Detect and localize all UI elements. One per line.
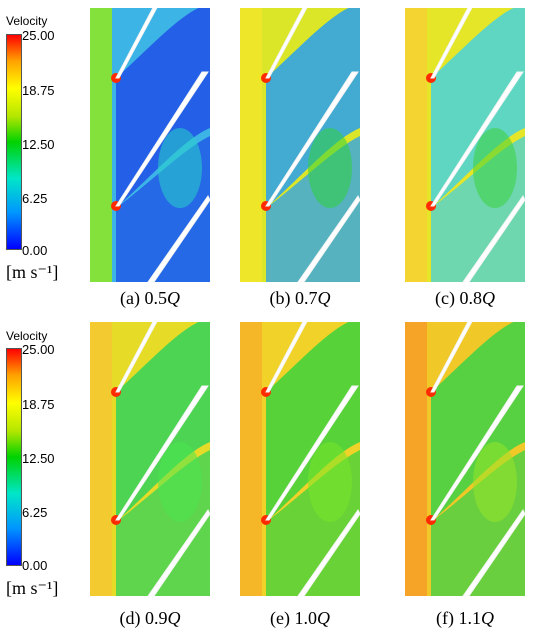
blade-profile <box>430 322 473 393</box>
legend-tick: 18.75 <box>22 83 55 98</box>
blade-profile <box>430 385 524 521</box>
blade-profile <box>462 195 525 282</box>
legend-tick: 0.00 <box>22 558 48 573</box>
transition-zone <box>308 128 352 208</box>
transition-zone <box>473 128 517 208</box>
legend-unit: [m s⁻¹] <box>6 578 59 598</box>
caption-f: (f) 1.1Q <box>436 608 494 628</box>
blade-profile <box>115 71 209 207</box>
color-scale-bar <box>6 34 22 250</box>
blade-profile <box>115 322 158 393</box>
color-scale-bar <box>6 348 22 566</box>
low-velocity-zone <box>431 8 525 208</box>
caption-b: (b) 0.7Q <box>269 288 331 308</box>
inlet-region <box>405 322 427 596</box>
blade-profile <box>462 509 525 596</box>
contour-panel-a <box>90 8 210 282</box>
blade-profile <box>115 385 209 521</box>
contour-panel-c <box>405 8 525 282</box>
contour-panel-b <box>240 8 360 282</box>
inlet-region <box>240 322 262 596</box>
contour-panel-d <box>90 322 210 596</box>
legend-unit: [m s⁻¹] <box>6 262 59 282</box>
blade-profile <box>265 385 359 521</box>
transition-zone <box>308 442 352 522</box>
blade-profile <box>147 509 210 596</box>
velocity-contour-image <box>405 322 525 596</box>
blade-profile <box>265 71 359 207</box>
legend-tick: 12.50 <box>22 137 55 152</box>
low-velocity-zone <box>266 8 360 208</box>
caption-a: (a) 0.5Q <box>120 288 180 308</box>
velocity-contour-image <box>405 8 525 282</box>
legend-tick: 25.00 <box>22 28 55 43</box>
transition-zone <box>473 442 517 522</box>
transition-zone <box>158 442 202 522</box>
blade-profile <box>430 8 473 79</box>
inlet-region <box>90 8 112 282</box>
contour-panel-e <box>240 322 360 596</box>
legend-tick: 6.25 <box>22 505 48 520</box>
blade-profile <box>265 322 308 393</box>
caption-e: (e) 1.0Q <box>270 608 330 628</box>
low-velocity-zone <box>116 8 210 208</box>
legend-title: Velocity <box>6 14 48 28</box>
legend-title: Velocity <box>6 329 48 343</box>
low-velocity-zone <box>431 322 525 522</box>
low-velocity-zone <box>266 322 360 522</box>
inlet-region <box>90 322 112 596</box>
legend-tick: 25.00 <box>22 342 55 357</box>
caption-c: (c) 0.8Q <box>435 288 495 308</box>
legend-tick: 6.25 <box>22 191 48 206</box>
contour-panel-f <box>405 322 525 596</box>
velocity-contour-image <box>240 8 360 282</box>
blade-profile <box>147 195 210 282</box>
legend-tick: 0.00 <box>22 243 48 258</box>
inlet-region <box>405 8 427 282</box>
legend-tick: 18.75 <box>22 397 55 412</box>
blade-profile <box>297 195 360 282</box>
low-velocity-zone <box>116 322 210 522</box>
blade-profile <box>115 8 158 79</box>
legend-tick: 12.50 <box>22 451 55 466</box>
velocity-contour-image <box>240 322 360 596</box>
transition-zone <box>158 128 202 208</box>
velocity-contour-image <box>90 322 210 596</box>
caption-d: (d) 0.9Q <box>119 608 181 628</box>
velocity-contour-image <box>90 8 210 282</box>
blade-profile <box>297 509 360 596</box>
blade-profile <box>430 71 524 207</box>
blade-profile <box>265 8 308 79</box>
inlet-region <box>240 8 262 282</box>
